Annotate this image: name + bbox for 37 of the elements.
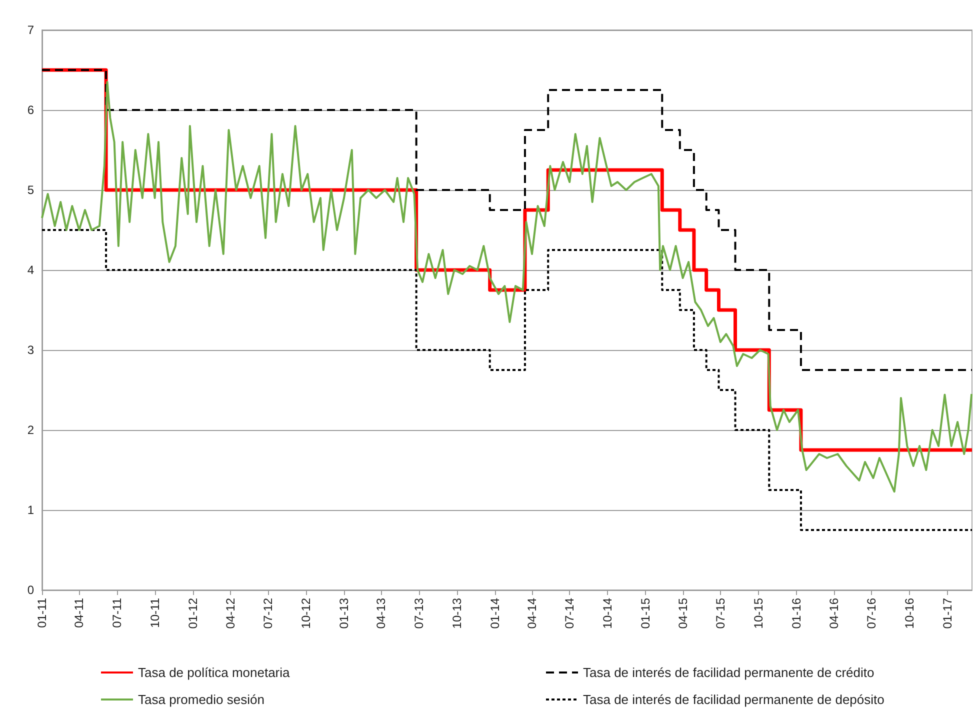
x-tick-label: 04-15 bbox=[676, 598, 690, 629]
x-tick-label: 01-13 bbox=[337, 598, 352, 629]
x-tick-label: 01-16 bbox=[789, 598, 804, 629]
legend-label: Tasa promedio sesión bbox=[138, 692, 264, 707]
y-tick-label: 4 bbox=[27, 263, 34, 277]
y-tick-label: 1 bbox=[27, 503, 34, 517]
x-tick-label: 07-12 bbox=[260, 598, 275, 629]
x-tick-label: 07-15 bbox=[713, 598, 728, 629]
x-tick-label: 01-12 bbox=[186, 598, 200, 629]
x-tick-label: 01-14 bbox=[488, 598, 502, 629]
x-tick-label: 07-11 bbox=[110, 598, 124, 628]
y-tick-label: 2 bbox=[27, 423, 34, 437]
x-tick-label: 04-16 bbox=[827, 598, 842, 629]
x-tick-label: 01-11 bbox=[35, 598, 49, 628]
x-tick-label: 04-14 bbox=[524, 598, 539, 629]
legend-label: Tasa de interés de facilidad permanente de crédito bbox=[583, 665, 874, 680]
x-tick-label: 04-11 bbox=[72, 598, 86, 628]
x-tick-label: 04-12 bbox=[223, 598, 238, 629]
legend-label: Tasa de política monetaria bbox=[138, 665, 291, 680]
x-tick-label: 07-14 bbox=[562, 598, 577, 629]
x-tick-label: 10-14 bbox=[600, 598, 615, 629]
legend-label: Tasa de interés de facilidad permanente de depósito bbox=[583, 692, 884, 707]
x-tick-label: 10-15 bbox=[751, 598, 766, 629]
x-tick-label: 10-11 bbox=[148, 598, 162, 628]
x-tick-label: 04-13 bbox=[374, 598, 388, 629]
x-tick-label: 10-16 bbox=[902, 598, 917, 629]
x-tick-label: 01-17 bbox=[940, 598, 955, 629]
x-tick-label: 10-13 bbox=[450, 598, 464, 629]
y-tick-label: 7 bbox=[27, 23, 34, 37]
y-tick-label: 3 bbox=[27, 343, 34, 357]
y-tick-label: 0 bbox=[27, 583, 34, 597]
y-tick-label: 6 bbox=[27, 103, 34, 117]
x-tick-label: 01-15 bbox=[638, 598, 653, 629]
y-tick-label: 5 bbox=[27, 183, 34, 197]
x-tick-label: 07-13 bbox=[412, 598, 426, 629]
x-tick-label: 10-12 bbox=[299, 598, 314, 629]
x-tick-label: 07-16 bbox=[864, 598, 879, 629]
